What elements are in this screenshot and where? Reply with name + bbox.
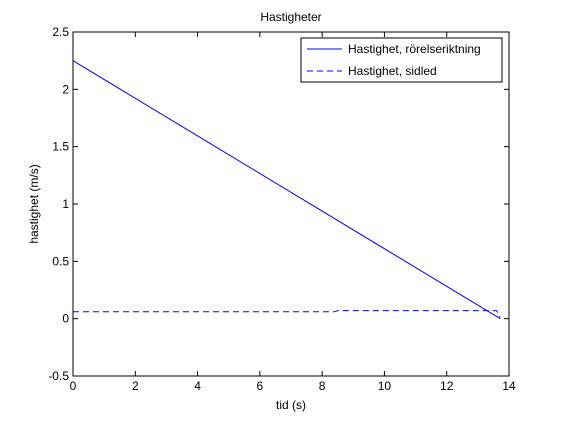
y-tick-label: 0 — [62, 312, 69, 326]
series-layer — [72, 60, 501, 320]
x-axis-label: tid (s) — [276, 398, 306, 412]
y-tick-label: 2.5 — [52, 25, 69, 39]
y-axis-label: hastighet (m/s) — [27, 164, 41, 243]
x-tick-label: 2 — [132, 379, 139, 393]
y-tick-label: 0.5 — [52, 254, 69, 268]
series-line-rorelseriktning — [72, 60, 501, 320]
legend: Hastighet, rörelseriktning Hastighet, si… — [300, 37, 503, 83]
series-line-sidled — [73, 310, 501, 318]
y-tick-label: 1.5 — [52, 140, 69, 154]
chart-title: Hastigheter — [260, 10, 321, 24]
legend-label-rorelseriktning: Hastighet, rörelseriktning — [348, 42, 481, 56]
x-tick-label: 14 — [502, 379, 516, 393]
axes-box — [72, 31, 510, 377]
x-tick-label: 8 — [319, 379, 326, 393]
x-tick-label: 10 — [378, 379, 392, 393]
plot-area — [73, 32, 509, 376]
x-tick-label: 12 — [440, 379, 454, 393]
legend-label-sidled: Hastighet, sidled — [348, 64, 437, 78]
y-tick-label: 2 — [62, 82, 69, 96]
x-tick-label: 6 — [257, 379, 264, 393]
tick-layer: 0 2 4 6 8 10 12 14-0.500.511.522.5 — [48, 25, 516, 393]
x-tick-label: 0 — [70, 379, 77, 393]
x-tick-label: 4 — [194, 379, 201, 393]
y-tick-label: -0.5 — [48, 369, 69, 383]
y-tick-label: 1 — [62, 197, 69, 211]
legend-box — [300, 37, 503, 83]
